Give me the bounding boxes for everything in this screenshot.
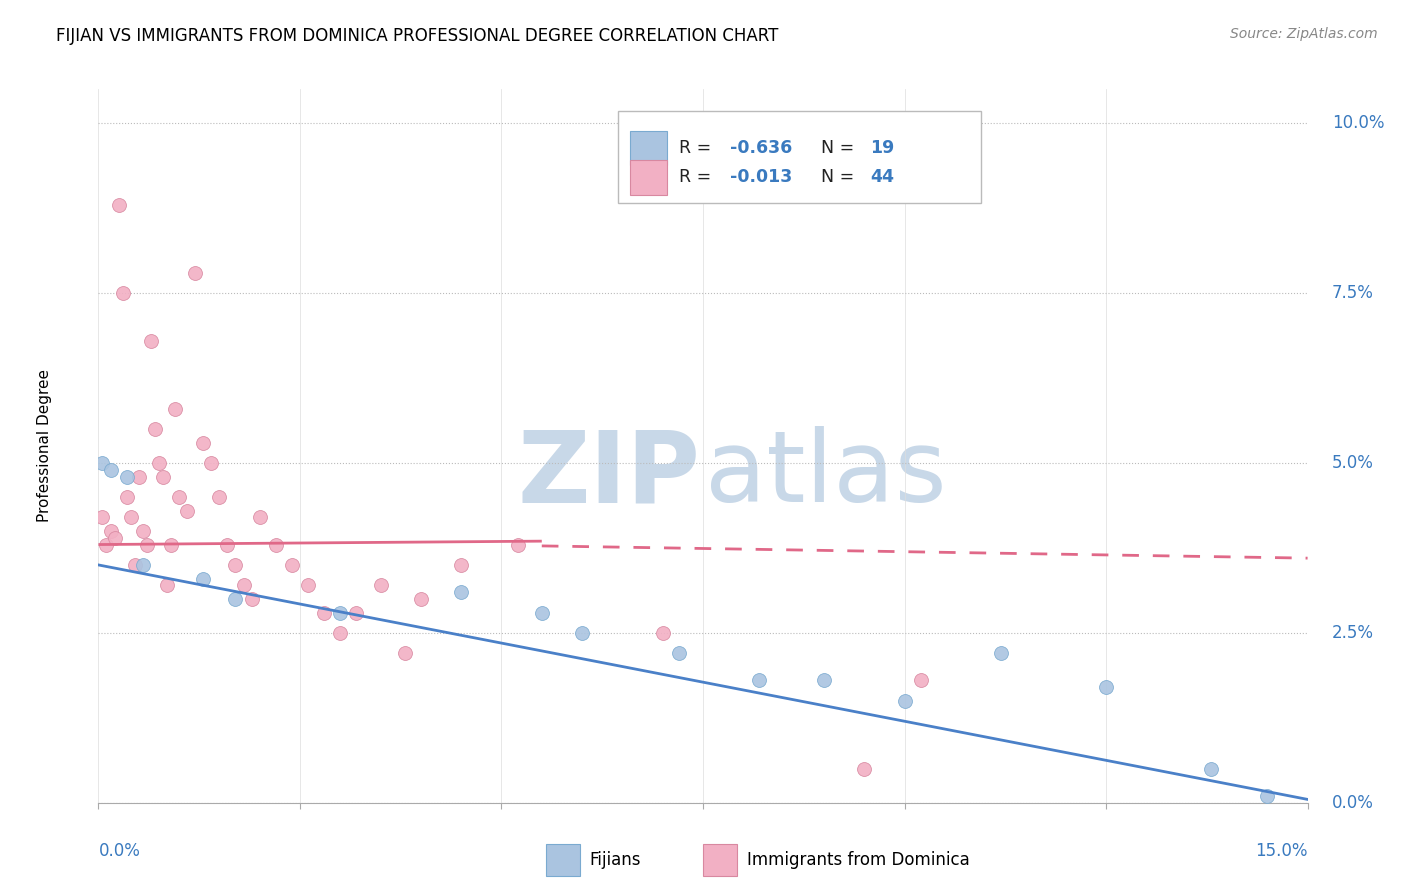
Point xyxy=(208,490,231,504)
Text: N =: N = xyxy=(821,169,860,186)
Point xyxy=(156,578,179,592)
Point xyxy=(1199,762,1222,776)
Point xyxy=(107,198,129,212)
Point xyxy=(91,510,114,524)
Text: -0.013: -0.013 xyxy=(730,169,792,186)
Point xyxy=(748,673,770,688)
Point xyxy=(571,626,593,640)
Point xyxy=(224,591,246,606)
Point xyxy=(152,469,174,483)
Text: Professional Degree: Professional Degree xyxy=(37,369,52,523)
Point xyxy=(132,558,155,572)
Point xyxy=(232,578,254,592)
Text: 2.5%: 2.5% xyxy=(1331,624,1374,642)
Text: 0.0%: 0.0% xyxy=(98,842,141,860)
Point xyxy=(853,762,876,776)
Point xyxy=(217,537,239,551)
Point xyxy=(314,606,336,620)
Point xyxy=(135,537,157,551)
Point xyxy=(103,531,125,545)
Point xyxy=(893,694,915,708)
Point xyxy=(120,510,142,524)
Point xyxy=(910,673,932,688)
Bar xyxy=(546,844,579,876)
Point xyxy=(224,558,246,572)
Point xyxy=(184,266,207,280)
Bar xyxy=(630,161,666,194)
Point xyxy=(193,435,215,450)
Point xyxy=(143,422,166,436)
Text: 19: 19 xyxy=(870,139,894,157)
Point xyxy=(176,503,198,517)
Point xyxy=(111,286,134,301)
Point xyxy=(370,578,392,592)
Point xyxy=(193,572,215,586)
Point xyxy=(329,606,352,620)
Point xyxy=(100,463,122,477)
Point xyxy=(530,606,553,620)
Text: atlas: atlas xyxy=(706,426,948,523)
Text: 0.0%: 0.0% xyxy=(1331,794,1374,812)
Point xyxy=(115,469,138,483)
Point xyxy=(329,626,352,640)
Point xyxy=(160,537,183,551)
Point xyxy=(148,456,170,470)
Text: FIJIAN VS IMMIGRANTS FROM DOMINICA PROFESSIONAL DEGREE CORRELATION CHART: FIJIAN VS IMMIGRANTS FROM DOMINICA PROFE… xyxy=(56,27,779,45)
Text: 44: 44 xyxy=(870,169,894,186)
Bar xyxy=(703,844,737,876)
Point xyxy=(506,537,529,551)
Text: R =: R = xyxy=(679,139,717,157)
Point xyxy=(668,646,690,660)
Point xyxy=(163,401,186,416)
Bar xyxy=(630,130,666,165)
Point xyxy=(450,585,472,599)
Point xyxy=(249,510,271,524)
Point xyxy=(96,537,118,551)
Point xyxy=(124,558,146,572)
Point xyxy=(139,334,162,348)
Point xyxy=(1095,680,1118,694)
Point xyxy=(264,537,287,551)
Text: Fijians: Fijians xyxy=(589,851,641,869)
Text: 15.0%: 15.0% xyxy=(1256,842,1308,860)
Point xyxy=(132,524,155,538)
Point xyxy=(1256,789,1278,803)
Text: N =: N = xyxy=(821,139,860,157)
Point xyxy=(344,606,367,620)
Text: Source: ZipAtlas.com: Source: ZipAtlas.com xyxy=(1230,27,1378,41)
Point xyxy=(281,558,304,572)
Text: ZIP: ZIP xyxy=(517,426,700,523)
Point xyxy=(409,591,432,606)
Text: 7.5%: 7.5% xyxy=(1331,284,1374,302)
Text: Immigrants from Dominica: Immigrants from Dominica xyxy=(747,851,969,869)
Text: 5.0%: 5.0% xyxy=(1331,454,1374,472)
Point xyxy=(297,578,319,592)
Point xyxy=(813,673,835,688)
Text: R =: R = xyxy=(679,169,717,186)
Point xyxy=(651,626,673,640)
Point xyxy=(240,591,263,606)
Point xyxy=(128,469,150,483)
Text: -0.636: -0.636 xyxy=(730,139,792,157)
Point xyxy=(167,490,190,504)
Point xyxy=(115,490,138,504)
Point xyxy=(990,646,1012,660)
Text: 10.0%: 10.0% xyxy=(1331,114,1385,132)
Point xyxy=(91,456,114,470)
Point xyxy=(200,456,222,470)
FancyBboxPatch shape xyxy=(619,111,981,203)
Point xyxy=(394,646,416,660)
Point xyxy=(450,558,472,572)
Point xyxy=(100,524,122,538)
